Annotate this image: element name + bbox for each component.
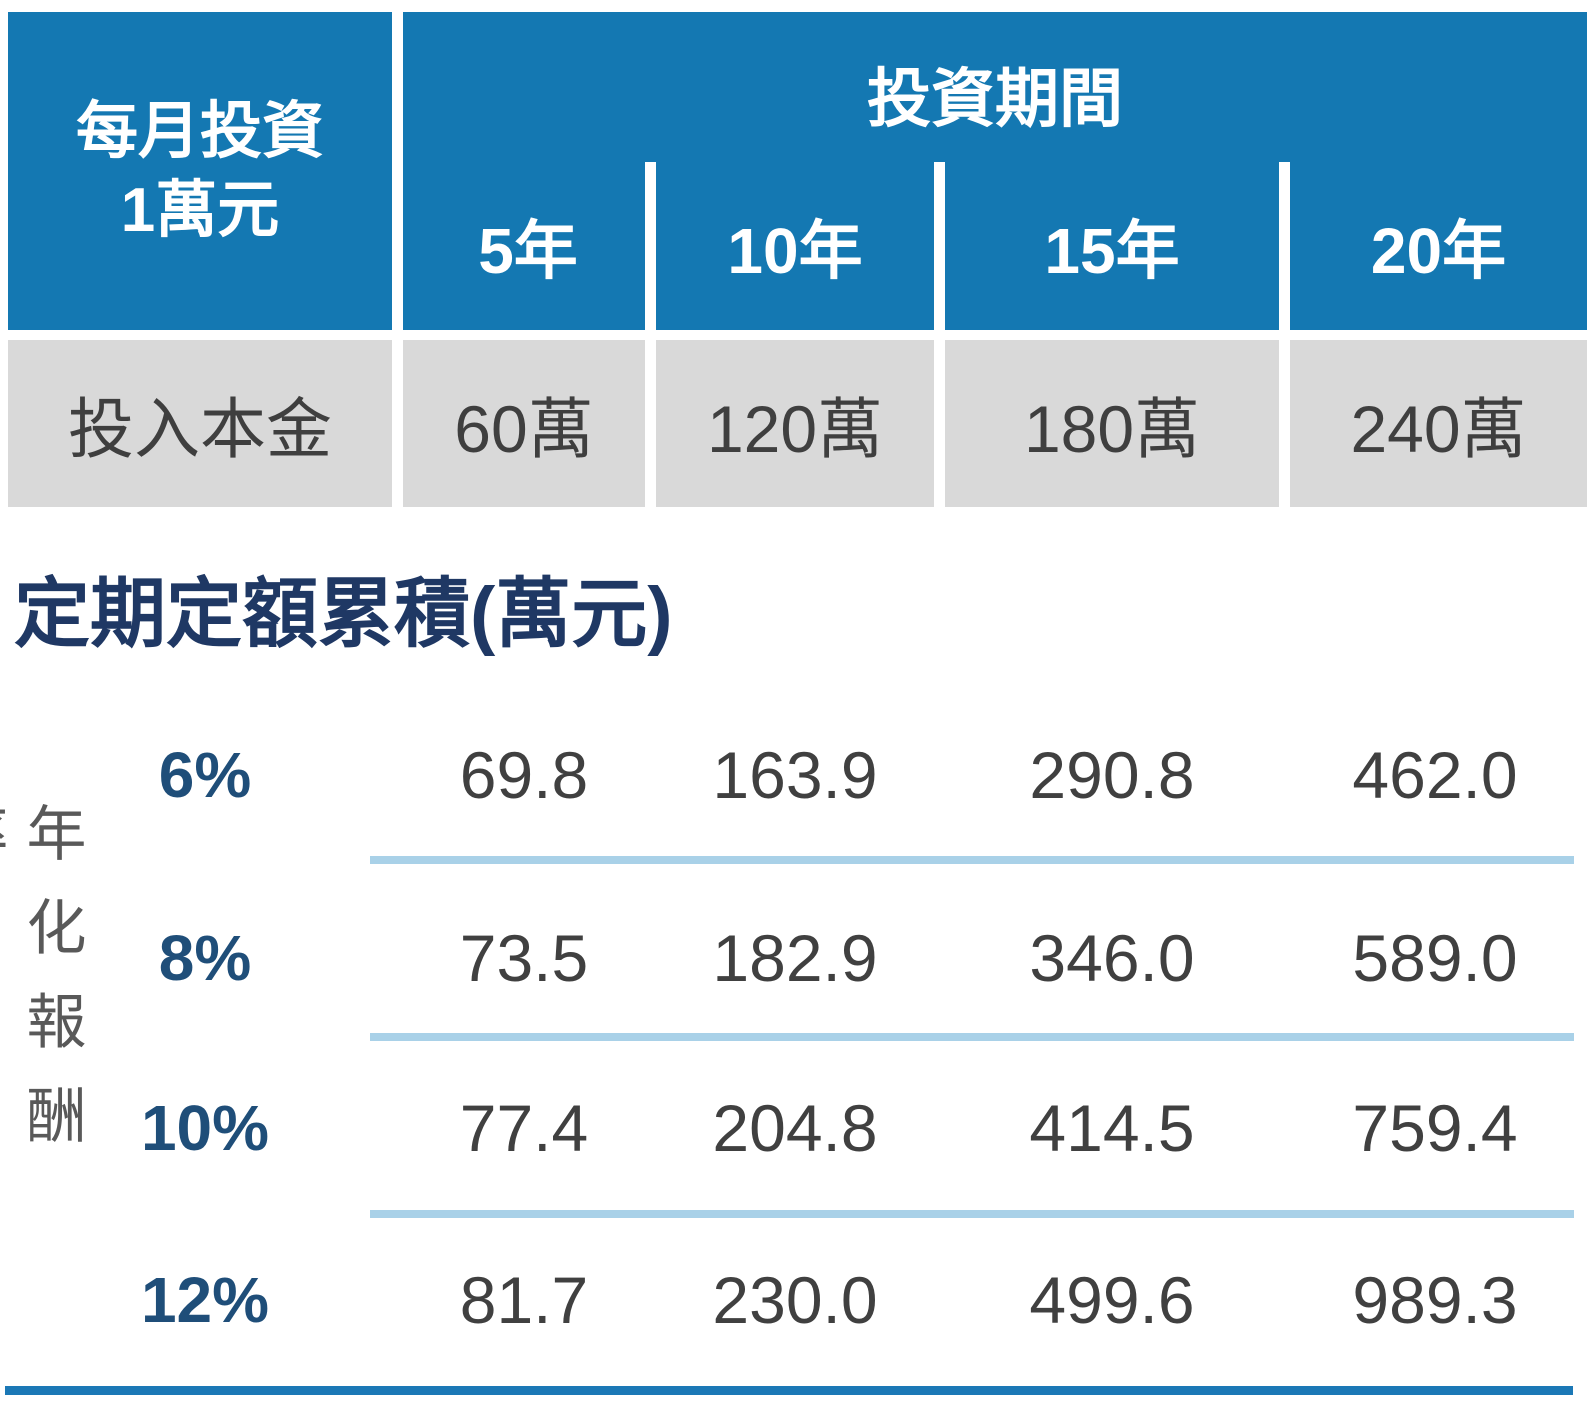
value-cell: 462.0 xyxy=(1352,738,1518,812)
rate-cell: 8% xyxy=(158,922,252,994)
table-row: 12% 81.7 230.0 499.6 989.3 xyxy=(0,1245,1587,1355)
bottom-rule xyxy=(5,1386,1573,1395)
corner-header-line1: 每月投資 xyxy=(75,96,324,166)
table-row: 8% 73.5 182.9 346.0 589.0 xyxy=(0,903,1587,1013)
value-cell: 73.5 xyxy=(459,921,589,995)
header-divider xyxy=(392,12,403,330)
table-row: 6% 69.8 163.9 290.8 462.0 xyxy=(0,720,1587,830)
rate-axis-label: 年化報酬率 xyxy=(0,802,85,1178)
row-separator xyxy=(370,856,1574,864)
value-cell: 499.6 xyxy=(1029,1263,1195,1337)
value-cell: 290.8 xyxy=(1029,738,1195,812)
principal-value-15y: 180萬 xyxy=(945,340,1279,507)
rate-cell: 12% xyxy=(140,1264,270,1336)
value-cell: 81.7 xyxy=(459,1263,589,1337)
value-cell: 163.9 xyxy=(712,738,878,812)
value-cell: 589.0 xyxy=(1352,921,1518,995)
value-cell: 414.5 xyxy=(1029,1091,1195,1165)
value-cell: 346.0 xyxy=(1029,921,1195,995)
principal-value-5y: 60萬 xyxy=(403,340,645,507)
value-cell: 69.8 xyxy=(459,738,589,812)
row-separator xyxy=(370,1033,1574,1041)
column-header-5y: 5年 xyxy=(478,215,578,287)
column-divider xyxy=(1279,162,1290,330)
value-cell: 182.9 xyxy=(712,921,878,995)
value-cell: 230.0 xyxy=(712,1263,878,1337)
rate-cell: 10% xyxy=(140,1092,270,1164)
corner-header-line2: 1萬元 xyxy=(120,176,280,245)
value-cell: 204.8 xyxy=(712,1091,878,1165)
column-divider xyxy=(934,162,945,330)
section-title: 定期定額累積(萬元) xyxy=(14,572,673,657)
column-header-15y: 15年 xyxy=(1044,215,1180,287)
principal-value-20y: 240萬 xyxy=(1290,340,1587,507)
value-cell: 759.4 xyxy=(1352,1091,1518,1165)
row-separator xyxy=(370,1210,1574,1218)
corner-header-cell: 每月投資 1萬元 xyxy=(8,12,392,330)
principal-value-10y: 120萬 xyxy=(656,340,934,507)
column-header-10y: 10年 xyxy=(727,215,863,287)
table-header: 每月投資 1萬元 投資期間 5年 10年 15年 20年 xyxy=(8,12,1587,330)
table-row: 10% 77.4 204.8 414.5 759.4 xyxy=(0,1073,1587,1183)
principal-label-cell: 投入本金 xyxy=(8,340,392,507)
period-group-header: 投資期間 xyxy=(867,63,1123,135)
value-cell: 989.3 xyxy=(1352,1263,1518,1337)
column-header-20y: 20年 xyxy=(1370,215,1507,287)
column-divider xyxy=(645,162,656,330)
rate-cell: 6% xyxy=(158,739,252,811)
value-cell: 77.4 xyxy=(459,1091,589,1165)
